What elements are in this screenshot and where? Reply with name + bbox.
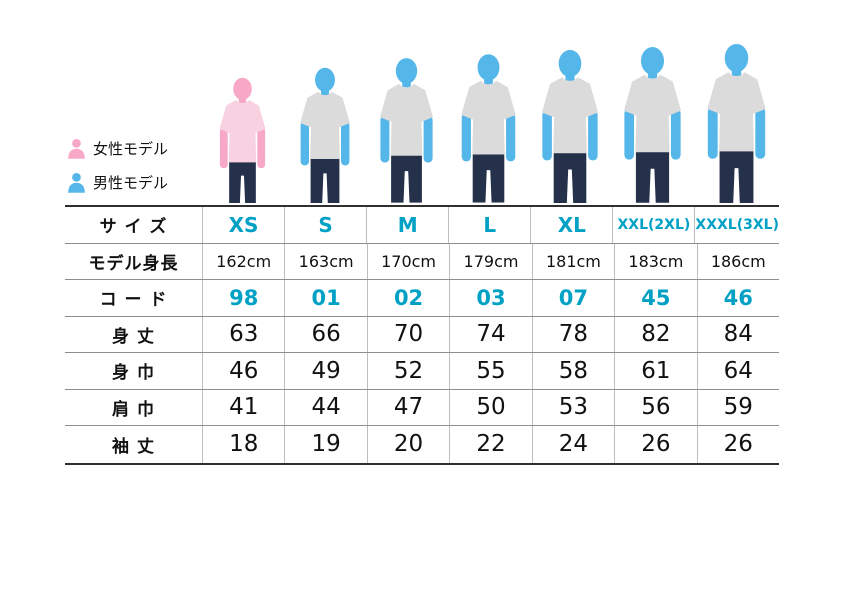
table-cell: L: [448, 207, 530, 243]
table-cell: 82: [614, 316, 696, 352]
figure-cell-xxxl: [694, 43, 779, 205]
table-cell: 186cm: [696, 243, 779, 279]
table-cell: 70: [366, 316, 449, 352]
table-cell: S: [284, 207, 366, 243]
model-figure-l: [449, 53, 528, 203]
table-cell: 46: [696, 280, 779, 316]
table-cell: 44: [284, 389, 366, 425]
table-cell: 45: [614, 280, 696, 316]
table-cell: 78: [531, 316, 614, 352]
table-cell: 181cm: [531, 243, 614, 279]
figure-cell-l: [447, 53, 529, 205]
table-row-sleeve-length: 袖 丈 18 19 20 22 24 26 26: [65, 426, 779, 463]
table-cell: 02: [366, 280, 449, 316]
table-cell: 41: [202, 389, 284, 425]
table-cell: 19: [284, 426, 366, 463]
table-cell: 26: [614, 426, 696, 463]
table-row-body-length: 身 丈 63 66 70 74 78 82 84: [65, 316, 779, 353]
figure-cell-s: [284, 67, 366, 205]
table-cell: 47: [366, 389, 449, 425]
table-cell: 03: [449, 280, 531, 316]
table-cell: 24: [531, 426, 614, 463]
table-cell: 07: [531, 280, 614, 316]
legend-item-male: 男性モデル: [67, 172, 168, 193]
row-label-body-width: 身 巾: [112, 363, 155, 384]
table-cell: 50: [449, 389, 531, 425]
table-cell: 56: [614, 389, 696, 425]
row-label-shoulder-width: 肩 巾: [112, 399, 155, 420]
figure-cell-xs: [202, 77, 284, 205]
model-figure-xxxl: [694, 43, 779, 203]
table-cell: 18: [202, 426, 284, 463]
table-cell: 26: [696, 426, 779, 463]
table-cell: 170cm: [366, 243, 449, 279]
table-cell: 46: [202, 353, 284, 389]
table-cell: 163cm: [284, 243, 366, 279]
table-cell: 53: [531, 389, 614, 425]
table-cell: 55: [449, 353, 531, 389]
table-cell: 01: [284, 280, 366, 316]
male-model-icon: [67, 172, 86, 193]
table-cell: 98: [202, 280, 284, 316]
table-cell: XL: [530, 207, 612, 243]
model-figure-s: [289, 67, 361, 203]
figure-cell-xxl: [611, 46, 694, 205]
model-figure-xxl: [611, 46, 694, 203]
table-row-body-width: 身 巾 46 49 52 55 58 61 64: [65, 353, 779, 390]
row-label-sleeve-length: 袖 丈: [112, 436, 155, 457]
table-cell: 61: [614, 353, 696, 389]
table-cell: 84: [696, 316, 779, 352]
figure-cell-xl: [529, 49, 611, 205]
table-cell: 22: [449, 426, 531, 463]
model-figure-xs: [209, 77, 276, 203]
model-figure-m: [368, 57, 445, 203]
table-cell: 59: [696, 389, 779, 425]
row-label-size: サ イ ズ: [99, 217, 168, 238]
table-cell: 49: [284, 353, 366, 389]
table-cell: 52: [366, 353, 449, 389]
table-cell: XXXL(3XL): [694, 207, 779, 243]
legend-male-label: 男性モデル: [93, 174, 169, 192]
model-figures-row: 女性モデル 男性モデル: [65, 0, 779, 205]
legend: 女性モデル 男性モデル: [65, 138, 202, 205]
table-cell: 20: [366, 426, 449, 463]
table-cell: M: [366, 207, 448, 243]
legend-item-female: 女性モデル: [67, 138, 168, 159]
table-cell: 74: [449, 316, 531, 352]
row-label-model-height: モデル身長: [88, 253, 179, 274]
table-row-size: サ イ ズ XS S M L XL XXL(2XL) XXXL(3XL): [65, 207, 779, 244]
table-cell: 66: [284, 316, 366, 352]
table-row-model-height: モデル身長 162cm 163cm 170cm 179cm 181cm 183c…: [65, 243, 779, 280]
table-cell: XXL(2XL): [612, 207, 694, 243]
table-cell: XS: [202, 207, 284, 243]
table-cell: 183cm: [614, 243, 696, 279]
row-label-body-length: 身 丈: [112, 326, 155, 347]
size-table: サ イ ズ XS S M L XL XXL(2XL) XXXL(3XL) モデル…: [65, 205, 779, 465]
table-cell: 162cm: [202, 243, 284, 279]
table-cell: 63: [202, 316, 284, 352]
table-cell: 179cm: [449, 243, 531, 279]
figure-cell-m: [366, 57, 448, 205]
female-model-icon: [67, 138, 86, 159]
legend-female-label: 女性モデル: [93, 140, 169, 158]
row-label-code: コ ー ド: [99, 290, 168, 311]
table-row-shoulder-width: 肩 巾 41 44 47 50 53 56 59: [65, 389, 779, 426]
table-cell: 58: [531, 353, 614, 389]
table-cell: 64: [696, 353, 779, 389]
model-figure-xl: [529, 49, 611, 203]
table-row-code: コ ー ド 98 01 02 03 07 45 46: [65, 280, 779, 317]
